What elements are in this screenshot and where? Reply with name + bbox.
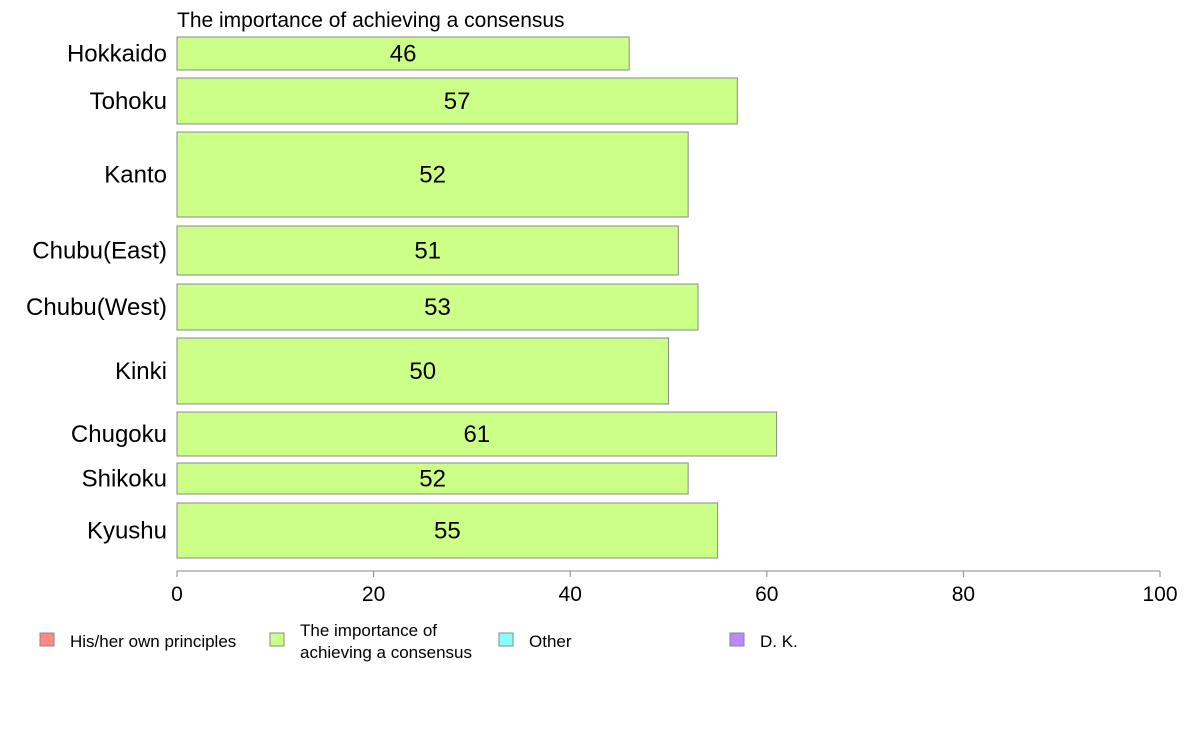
bar-value-label: 52 [419,466,446,493]
category-label: Chubu(West) [26,294,167,321]
x-tick-label: 80 [952,583,975,606]
category-label: Kyushu [87,518,167,545]
legend-label: D. K. [760,632,798,651]
category-label: Hokkaido [67,41,167,68]
bar-kanto [176,131,689,218]
legend-swatch [269,632,285,647]
x-tick-label: 40 [559,583,582,606]
category-label: Chugoku [71,421,167,448]
legend-swatch [498,632,514,647]
chart-title: The importance of achieving a consensus [177,9,565,32]
legend-label: Other [529,632,572,651]
bar-value-label: 57 [444,88,471,115]
bar-value-label: 53 [424,294,451,321]
bar-chubu-east [176,225,679,276]
x-tick-label: 100 [1142,583,1177,606]
legend-swatch [729,632,745,647]
legend-swatch [39,632,55,647]
y-axis-labels: Hokkaido Tohoku Kanto Chubu(East) Chubu(West… [26,41,167,545]
bar-chugoku [176,411,778,457]
category-label: Kanto [104,162,167,189]
bar-shikoku [176,462,689,495]
bar-value-label: 55 [434,518,461,545]
bar-value-label: 46 [390,41,417,68]
x-axis: 0 20 40 60 80 100 [171,570,1178,606]
bar-hokkaido [176,36,630,71]
category-label: Tohoku [90,88,167,115]
legend: His/her own principles The importance of a… [39,621,798,662]
category-label: Kinki [115,358,167,385]
bar-value-label: 50 [409,358,436,385]
bar-chubu-west [176,283,699,331]
bar-value-label: 52 [419,162,446,189]
legend-label: The importance of achieving a consensus [300,621,472,662]
bar-kyushu [176,502,719,559]
x-tick-label: 20 [362,583,385,606]
category-label: Shikoku [82,466,167,493]
category-label: Chubu(East) [32,238,167,265]
bar-kinki [176,337,669,405]
bar-tohoku [176,77,738,125]
legend-label: His/her own principles [70,632,236,651]
x-tick-label: 60 [755,583,778,606]
x-tick-label: 0 [171,583,183,606]
bar-value-label: 61 [463,421,490,448]
bars-group: 46 57 52 51 53 50 61 52 55 [176,36,778,559]
bar-value-label: 51 [414,238,441,265]
